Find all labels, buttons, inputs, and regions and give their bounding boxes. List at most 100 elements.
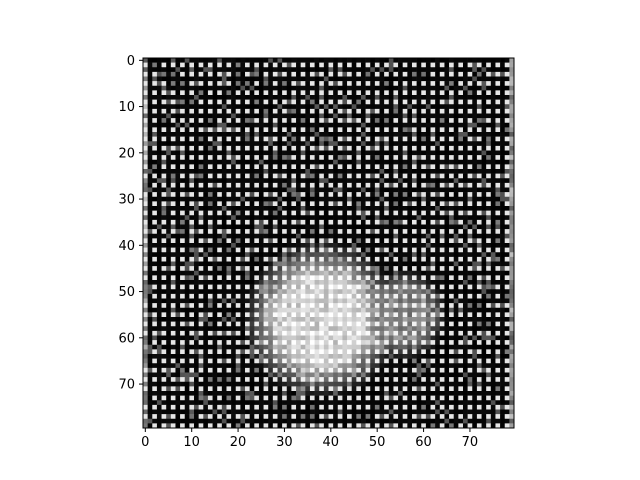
heatmap-cell	[458, 247, 464, 253]
heatmap-cell	[268, 145, 274, 151]
heatmap-cell	[476, 164, 482, 170]
heatmap-cell	[379, 293, 385, 299]
heatmap-cell	[217, 224, 223, 230]
heatmap-cell	[217, 229, 223, 235]
heatmap-cell	[170, 141, 176, 147]
heatmap-cell	[221, 67, 227, 73]
heatmap-cell	[453, 224, 459, 230]
heatmap-cell	[296, 317, 301, 322]
heatmap-cell	[333, 196, 339, 202]
heatmap-cell	[374, 201, 380, 207]
heatmap-cell	[486, 275, 492, 281]
heatmap-cell	[328, 298, 334, 304]
heatmap-cell	[439, 321, 445, 327]
heatmap-cell	[240, 85, 246, 91]
heatmap-cell	[402, 85, 408, 91]
heatmap-cell	[490, 141, 496, 147]
heatmap-cell	[147, 210, 153, 216]
heatmap-cell	[504, 280, 510, 285]
heatmap-cell	[495, 298, 501, 304]
heatmap-cell	[175, 187, 181, 193]
heatmap-cell	[416, 95, 422, 100]
heatmap-cell	[221, 187, 227, 193]
heatmap-cell	[235, 76, 241, 82]
heatmap-cell	[226, 270, 232, 276]
heatmap-cell	[398, 141, 403, 147]
heatmap-cell	[305, 192, 311, 198]
heatmap-cell	[305, 266, 311, 272]
heatmap-cell	[490, 155, 496, 161]
heatmap-cell	[500, 215, 506, 221]
heatmap-cell	[356, 95, 362, 100]
heatmap-cell	[314, 247, 320, 253]
heatmap-cell	[398, 238, 403, 244]
heatmap-cell	[217, 307, 223, 313]
heatmap-cell	[333, 312, 339, 318]
heatmap-cell	[398, 289, 403, 295]
heatmap-cell	[476, 145, 482, 151]
heatmap-cell	[421, 196, 427, 202]
heatmap-cell	[268, 340, 274, 346]
heatmap-cell	[305, 118, 311, 124]
heatmap-cell	[439, 90, 445, 96]
heatmap-cell	[147, 326, 153, 332]
heatmap-cell	[314, 321, 320, 327]
heatmap-cell	[509, 312, 515, 318]
heatmap-cell	[472, 127, 478, 133]
heatmap-cell	[194, 243, 199, 248]
heatmap-cell	[161, 104, 167, 110]
heatmap-cell	[472, 243, 478, 248]
heatmap-cell	[166, 62, 172, 68]
heatmap-cell	[323, 298, 329, 304]
heatmap-cell	[356, 99, 362, 105]
heatmap-cell	[328, 243, 334, 248]
heatmap-cell	[402, 141, 408, 147]
heatmap-cell	[263, 261, 269, 267]
heatmap-cell	[462, 58, 468, 63]
heatmap-cell	[221, 256, 227, 262]
heatmap-cell	[462, 187, 468, 193]
heatmap-cell	[402, 122, 408, 128]
heatmap-cell	[143, 289, 148, 295]
heatmap-cell	[277, 108, 283, 114]
heatmap-cell	[393, 252, 399, 258]
heatmap-cell	[268, 256, 274, 262]
heatmap-cell	[356, 178, 362, 184]
heatmap-cell	[347, 67, 352, 73]
heatmap-cell	[175, 178, 181, 184]
heatmap-cell	[328, 173, 334, 179]
heatmap-cell	[286, 252, 292, 258]
heatmap-cell	[161, 312, 167, 318]
heatmap-cell	[365, 335, 371, 341]
heatmap-cell	[235, 303, 241, 309]
heatmap-cell	[175, 76, 181, 82]
heatmap-cell	[486, 85, 492, 91]
heatmap-cell	[500, 210, 506, 216]
heatmap-cell	[272, 224, 278, 230]
heatmap-cell	[152, 159, 158, 165]
heatmap-cell	[314, 95, 320, 100]
heatmap-cell	[152, 173, 158, 179]
heatmap-cell	[393, 206, 399, 211]
heatmap-cell	[152, 270, 158, 276]
heatmap-cell	[277, 150, 283, 156]
heatmap-cell	[314, 136, 320, 142]
heatmap-cell	[328, 113, 334, 119]
heatmap-cell	[333, 330, 339, 336]
heatmap-cell	[143, 178, 148, 184]
heatmap-cell	[425, 58, 431, 63]
heatmap-cell	[337, 141, 343, 147]
heatmap-cell	[226, 243, 232, 248]
heatmap-cell	[430, 182, 436, 188]
heatmap-cell	[300, 256, 306, 262]
heatmap-cell	[166, 76, 172, 82]
heatmap-cell	[217, 256, 223, 262]
heatmap-cell	[500, 298, 506, 304]
heatmap-cell	[462, 206, 468, 211]
heatmap-cell	[166, 335, 172, 341]
heatmap-cell	[421, 261, 427, 267]
heatmap-cell	[402, 275, 408, 281]
heatmap-cell	[444, 238, 450, 244]
heatmap-cell	[416, 224, 422, 230]
heatmap-cell	[272, 95, 278, 100]
